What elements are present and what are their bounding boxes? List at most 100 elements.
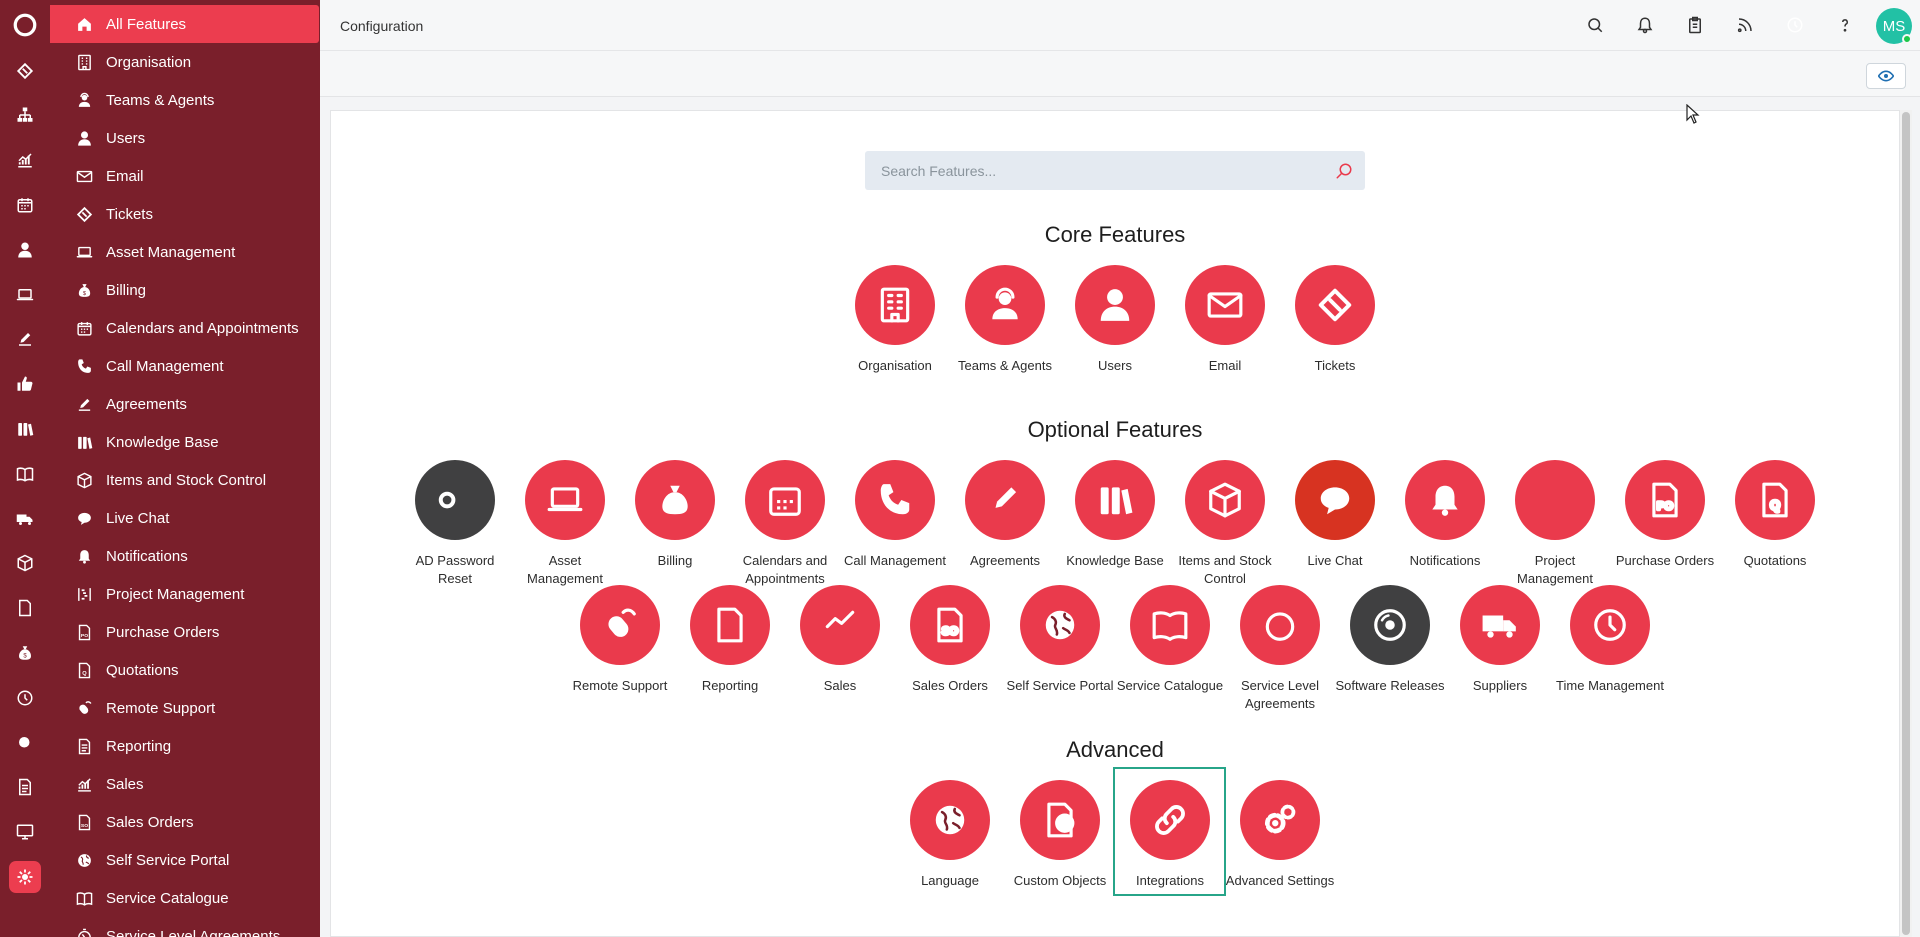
nav-item-email[interactable]: Email xyxy=(50,157,319,195)
feature-service-catalogue[interactable]: Service Catalogue xyxy=(1115,585,1225,695)
nav-item-sales[interactable]: Sales xyxy=(50,765,319,803)
feature-billing[interactable]: $ Billing xyxy=(620,460,730,570)
bell-button[interactable] xyxy=(1634,14,1656,36)
feature-icon-button[interactable] xyxy=(1295,265,1375,345)
rail-thumbs-up-button[interactable] xyxy=(0,362,50,407)
nav-item-self-service-portal[interactable]: Self Service Portal xyxy=(50,841,319,879)
feature-icon-button[interactable] xyxy=(415,460,495,540)
feature-icon-button[interactable]: Q xyxy=(1735,460,1815,540)
feature-asset-management[interactable]: Asset Management xyxy=(510,460,620,588)
nav-item-items-and-stock-control[interactable]: Items and Stock Control xyxy=(50,461,319,499)
feature-icon-button[interactable] xyxy=(1185,460,1265,540)
nav-item-notifications[interactable]: Notifications xyxy=(50,537,319,575)
feature-icon-button[interactable] xyxy=(690,585,770,665)
rail-document-button[interactable] xyxy=(0,586,50,631)
rail-report-button[interactable] xyxy=(0,765,50,810)
feature-self-service-portal[interactable]: Self Service Portal xyxy=(1005,585,1115,695)
search-icon[interactable] xyxy=(1335,162,1353,180)
nav-item-call-management[interactable]: Call Management xyxy=(50,347,319,385)
feature-icon-button[interactable] xyxy=(580,585,660,665)
feature-icon-button[interactable] xyxy=(910,780,990,860)
nav-item-teams-agents[interactable]: Teams & Agents xyxy=(50,81,319,119)
feature-project-management[interactable]: Project Management xyxy=(1500,460,1610,588)
feature-ad-password-reset[interactable]: AD Password Reset xyxy=(400,460,510,588)
feature-icon-button[interactable] xyxy=(1185,265,1265,345)
feature-suppliers[interactable]: Suppliers xyxy=(1445,585,1555,695)
nav-item-project-management[interactable]: Project Management xyxy=(50,575,319,613)
rail-clock-button[interactable] xyxy=(0,675,50,720)
feature-icon-button[interactable] xyxy=(1515,460,1595,540)
feature-icon-button[interactable] xyxy=(965,265,1045,345)
feature-icon-button[interactable]: PO xyxy=(1625,460,1705,540)
feature-software-releases[interactable]: Software Releases xyxy=(1335,585,1445,695)
feature-email[interactable]: Email xyxy=(1170,265,1280,375)
view-toggle-button[interactable] xyxy=(1866,63,1906,89)
nav-item-calendars-and-appointments[interactable]: Calendars and Appointments xyxy=(50,309,319,347)
feature-icon-button[interactable] xyxy=(965,460,1045,540)
feature-live-chat[interactable]: Live Chat xyxy=(1280,460,1390,570)
feature-custom-objects[interactable]: Custom Objects xyxy=(1005,780,1115,890)
feature-icon-button[interactable] xyxy=(1295,460,1375,540)
rail-gear-button[interactable] xyxy=(0,854,50,899)
feature-icon-button[interactable] xyxy=(1020,585,1100,665)
feature-icon-button[interactable] xyxy=(855,265,935,345)
rail-org-chart-button[interactable] xyxy=(0,93,50,138)
feature-icon-button[interactable]: SO xyxy=(910,585,990,665)
feature-icon-button[interactable] xyxy=(1020,780,1100,860)
feature-icon-button[interactable] xyxy=(1075,265,1155,345)
feature-items-and-stock-control[interactable]: Items and Stock Control xyxy=(1170,460,1280,588)
feature-advanced-settings[interactable]: Advanced Settings xyxy=(1225,780,1335,890)
rail-laptop-button[interactable] xyxy=(0,272,50,317)
feature-icon-button[interactable] xyxy=(1460,585,1540,665)
feature-agreements[interactable]: Agreements xyxy=(950,460,1060,570)
feature-icon-button[interactable] xyxy=(1075,460,1155,540)
nav-item-organisation[interactable]: Organisation xyxy=(50,43,319,81)
feature-icon-button[interactable] xyxy=(1240,780,1320,860)
rail-search-button[interactable] xyxy=(0,720,50,765)
rail-ticket-button[interactable] xyxy=(0,48,50,93)
feature-language[interactable]: Language xyxy=(895,780,1005,890)
feature-knowledge-base[interactable]: Knowledge Base xyxy=(1060,460,1170,570)
feature-icon-button[interactable] xyxy=(1350,585,1430,665)
feature-remote-support[interactable]: Remote Support xyxy=(565,585,675,695)
feature-reporting[interactable]: Reporting xyxy=(675,585,785,695)
nav-item-sales-orders[interactable]: SO Sales Orders xyxy=(50,803,319,841)
feature-time-management[interactable]: Time Management xyxy=(1555,585,1665,695)
feature-icon-button[interactable] xyxy=(1130,585,1210,665)
rail-chart-button[interactable] xyxy=(0,138,50,183)
feature-users[interactable]: Users xyxy=(1060,265,1170,375)
feature-icon-button[interactable]: $ xyxy=(635,460,715,540)
feature-organisation[interactable]: Organisation xyxy=(840,265,950,375)
nav-item-agreements[interactable]: Agreements xyxy=(50,385,319,423)
feature-integrations[interactable]: Integrations xyxy=(1115,780,1225,890)
rail-truck-button[interactable] xyxy=(0,496,50,541)
feature-teams-agents[interactable]: Teams & Agents xyxy=(950,265,1060,375)
rail-book-button[interactable] xyxy=(0,451,50,496)
nav-item-service-level-agreements[interactable]: Service Level Agreements xyxy=(50,917,319,937)
feature-call-management[interactable]: Call Management xyxy=(840,460,950,570)
nav-item-asset-management[interactable]: Asset Management xyxy=(50,233,319,271)
feature-icon-button[interactable] xyxy=(1405,460,1485,540)
feature-tickets[interactable]: Tickets xyxy=(1280,265,1390,375)
feature-icon-button[interactable] xyxy=(1240,585,1320,665)
nav-item-quotations[interactable]: Q Quotations xyxy=(50,651,319,689)
feature-icon-button[interactable] xyxy=(855,460,935,540)
clipboard-button[interactable] xyxy=(1684,14,1706,36)
feature-icon-button[interactable] xyxy=(525,460,605,540)
nav-item-users[interactable]: Users xyxy=(50,119,319,157)
nav-item-billing[interactable]: $ Billing xyxy=(50,271,319,309)
scrollbar-thumb[interactable] xyxy=(1902,112,1910,935)
feature-purchase-orders[interactable]: PO Purchase Orders xyxy=(1610,460,1720,570)
feature-service-level-agreements[interactable]: Service Level Agreements xyxy=(1225,585,1335,713)
nav-item-remote-support[interactable]: Remote Support xyxy=(50,689,319,727)
rail-user-button[interactable] xyxy=(0,227,50,272)
nav-item-reporting[interactable]: Reporting xyxy=(50,727,319,765)
rail-logo-button[interactable] xyxy=(0,2,50,47)
rail-books-button[interactable] xyxy=(0,406,50,451)
rail-edit-button[interactable] xyxy=(0,317,50,362)
rail-money-bag-button[interactable]: $ xyxy=(0,630,50,675)
feature-notifications[interactable]: Notifications xyxy=(1390,460,1500,570)
clock-button[interactable] xyxy=(1784,14,1806,36)
nav-item-tickets[interactable]: Tickets xyxy=(50,195,319,233)
rail-box-button[interactable] xyxy=(0,541,50,586)
